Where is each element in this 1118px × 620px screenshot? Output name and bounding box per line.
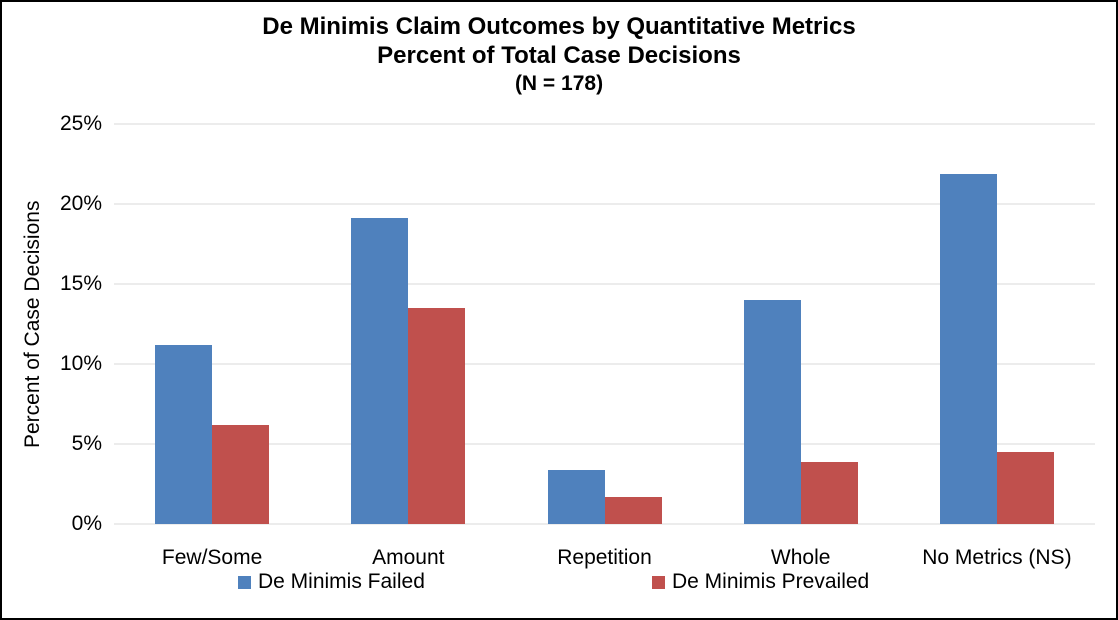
- legend-label-failed: De Minimis Failed: [258, 570, 425, 593]
- bar: [155, 344, 213, 524]
- bar: [351, 218, 409, 524]
- legend-swatch-failed-icon: [238, 575, 251, 589]
- legend: De Minimis Failed De Minimis Prevailed: [114, 570, 1095, 598]
- bar: [939, 173, 997, 524]
- gridline: [114, 283, 1095, 285]
- x-axis-label: No Metrics (NS): [922, 546, 1072, 569]
- bar-group: [155, 124, 270, 524]
- gridline: [114, 123, 1095, 125]
- legend-label-prevailed: De Minimis Prevailed: [672, 570, 870, 593]
- chart-title-note: (N = 178): [514, 72, 604, 95]
- chart-title-line2: Percent of Total Case Decisions: [377, 42, 741, 69]
- x-axis-label: Whole: [770, 546, 831, 569]
- y-axis-ticks: 0% 5% 10% 15% 20% 25%: [2, 112, 102, 535]
- y-tick-label: 20%: [59, 192, 102, 215]
- legend-swatch-prevailed-icon: [652, 575, 665, 589]
- legend-item-prevailed: De Minimis Prevailed: [652, 570, 869, 594]
- gridline: [114, 203, 1095, 205]
- chart-title-line1: De Minimis Claim Outcomes by Quantitativ…: [262, 13, 856, 40]
- bar: [604, 496, 662, 524]
- bar: [996, 452, 1054, 524]
- bar-group: [939, 124, 1054, 524]
- x-axis-labels: Few/Some Amount Repetition Whole No Metrics …: [114, 546, 1095, 572]
- y-tick-label: 5%: [71, 432, 102, 455]
- gridline: [114, 523, 1095, 525]
- y-tick-label: 10%: [59, 352, 102, 375]
- x-axis-label: Amount: [372, 546, 445, 569]
- bar-group: [743, 124, 858, 524]
- bar-group: [547, 124, 662, 524]
- x-axis-label: Repetition: [557, 546, 652, 569]
- bar: [212, 424, 270, 524]
- chart-title: De Minimis Claim Outcomes by Quantitativ…: [2, 12, 1116, 97]
- bar: [547, 469, 605, 524]
- gridline: [114, 443, 1095, 445]
- bar: [743, 300, 801, 524]
- bar: [800, 461, 858, 524]
- gridline: [114, 363, 1095, 365]
- y-tick-label: 15%: [59, 272, 102, 295]
- y-tick-label: 25%: [59, 112, 102, 135]
- y-tick-label: 0%: [71, 512, 102, 535]
- bar-group: [351, 124, 466, 524]
- plot-area: [114, 123, 1095, 525]
- bar: [408, 308, 466, 524]
- legend-item-failed: De Minimis Failed: [238, 570, 425, 594]
- x-axis-label: Few/Some: [161, 546, 263, 569]
